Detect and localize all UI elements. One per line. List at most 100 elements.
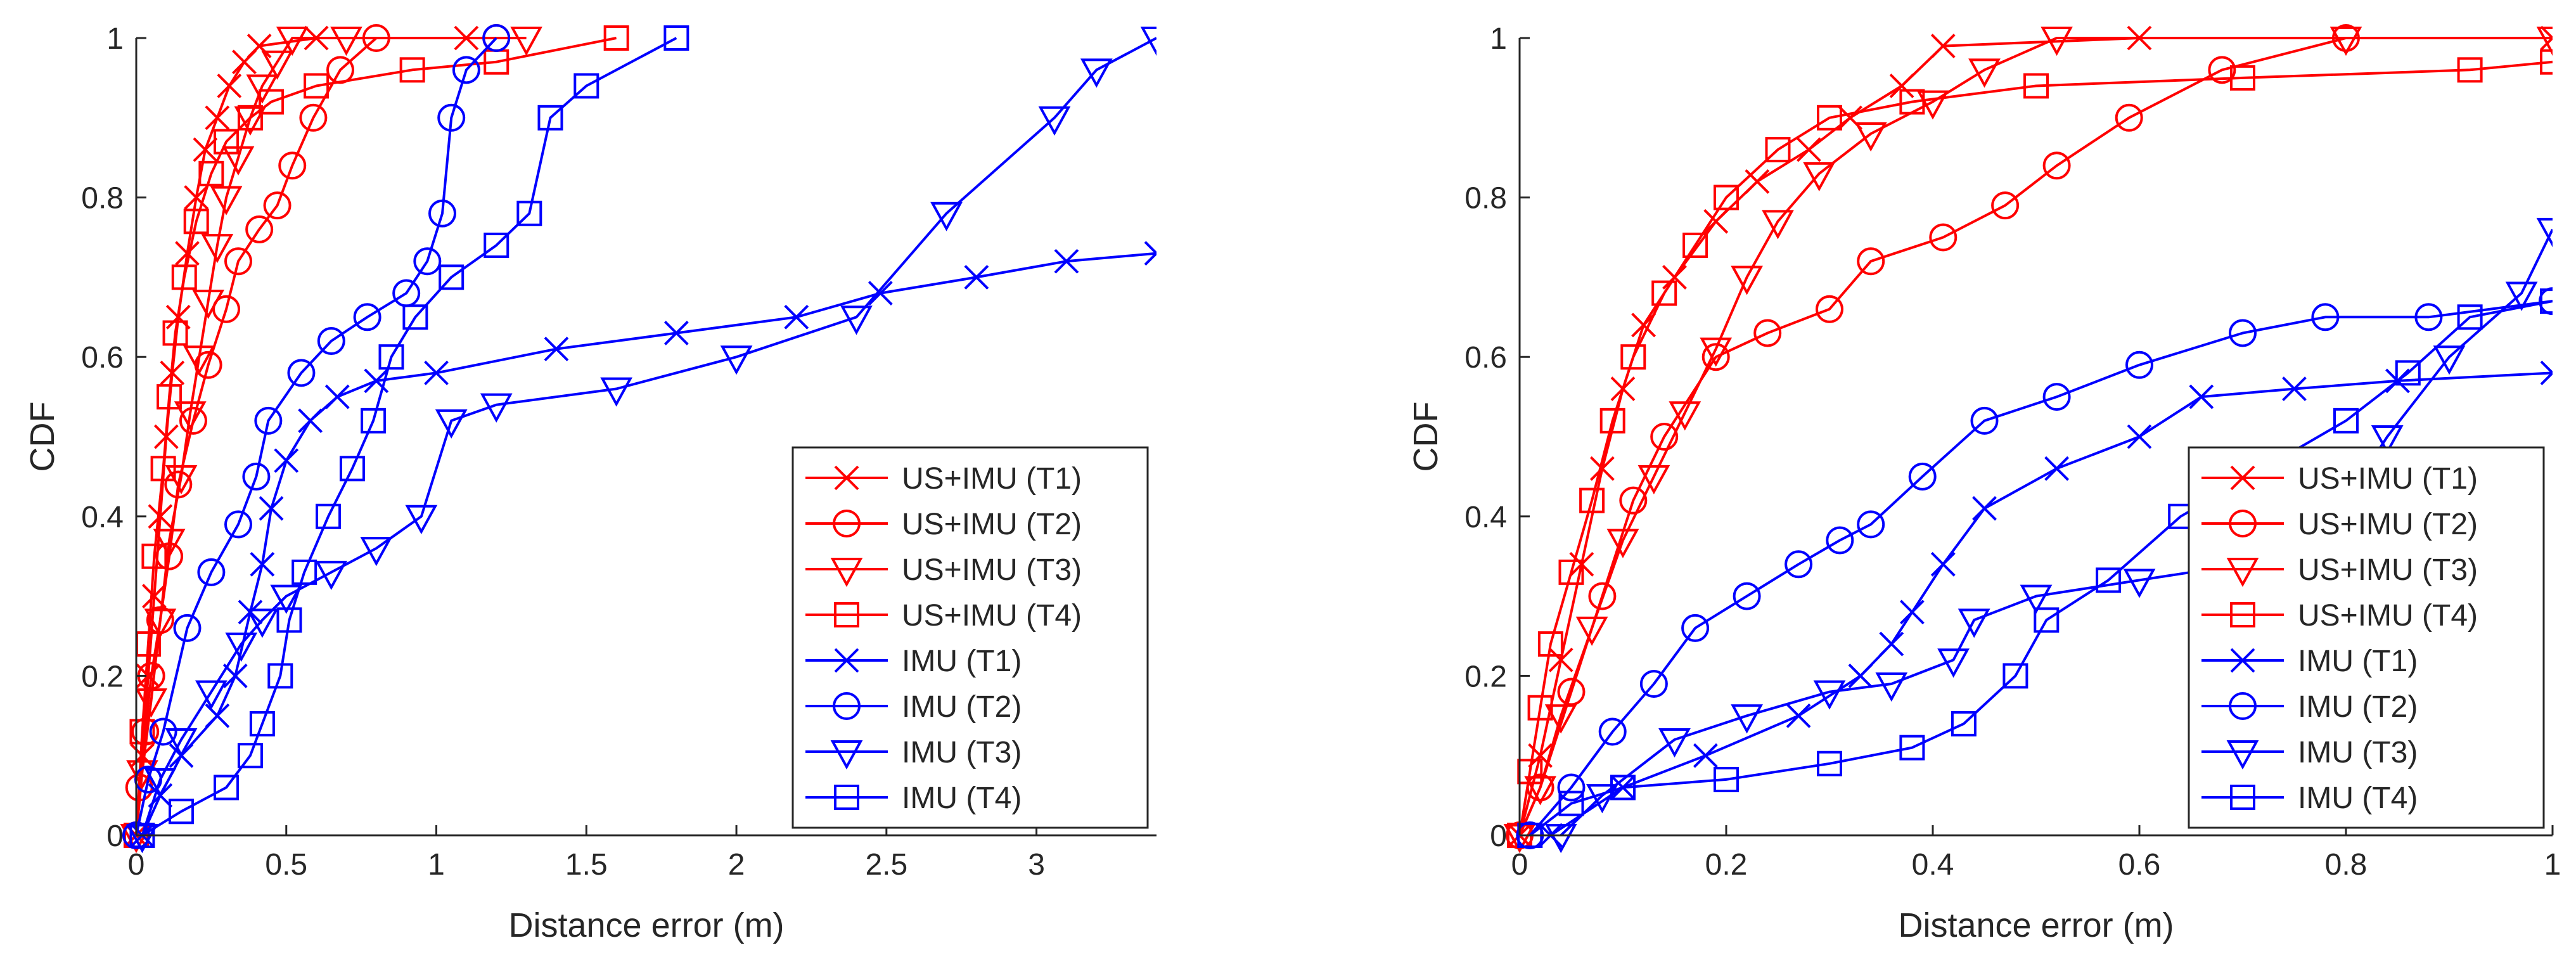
- data-point: [784, 304, 809, 330]
- legend-item: US+IMU (T3): [805, 553, 1082, 588]
- data-point: [484, 233, 509, 259]
- data-point: [1753, 319, 1782, 347]
- data-point: [276, 27, 309, 56]
- series-line-5: [141, 252, 1157, 836]
- x-tick-label: 0.4: [1912, 848, 1954, 882]
- data-point: [195, 680, 227, 710]
- y-tick-label: 0.2: [81, 660, 124, 693]
- x-tick-label: 0.5: [265, 848, 307, 882]
- data-point: [184, 185, 209, 210]
- data-point: [1589, 456, 1615, 481]
- legend-item: IMU (T4): [2201, 781, 2418, 815]
- legend-item: US+IMU (T4): [2201, 599, 2478, 633]
- data-point: [1899, 735, 1925, 761]
- data-point: [278, 151, 307, 180]
- data-point: [868, 281, 893, 305]
- data-point: [1916, 90, 1949, 120]
- data-point: [1991, 191, 2020, 220]
- legend-marker: [834, 785, 859, 810]
- legend-marker: [834, 602, 859, 627]
- data-point: [1930, 551, 1956, 577]
- data-point: [1731, 266, 1763, 295]
- data-point: [315, 560, 348, 591]
- legend-label: IMU (T2): [2298, 690, 2418, 724]
- data-point: [1575, 616, 1608, 646]
- series-line-4: [135, 37, 617, 836]
- data-point: [2041, 27, 2073, 56]
- data-point: [1681, 614, 1710, 642]
- data-point: [2034, 607, 2060, 633]
- data-point: [399, 57, 425, 83]
- legend-label: US+IMU (T1): [2298, 462, 2478, 496]
- y-axis-label: CDF: [23, 402, 61, 472]
- x-tick-label: 2: [728, 848, 745, 882]
- legend-label: IMU (T1): [2298, 645, 2418, 678]
- data-point: [378, 344, 404, 370]
- data-point: [1598, 717, 1627, 746]
- legend-label: US+IMU (T3): [902, 553, 1082, 587]
- data-point: [1650, 423, 1679, 451]
- data-point: [1599, 408, 1625, 434]
- legend: US+IMU (T1) US+IMU (T2) US+IMU (T3) US+IMU …: [791, 446, 1149, 829]
- data-point: [2433, 345, 2466, 375]
- data-point: [964, 264, 989, 290]
- legend-item: IMU (T2): [805, 690, 1022, 724]
- legend-marker: [2226, 558, 2259, 588]
- data-point: [428, 199, 456, 228]
- data-point: [317, 327, 345, 356]
- data-point: [299, 103, 328, 132]
- data-point: [2371, 425, 2404, 455]
- data-point: [2457, 304, 2483, 330]
- data-point: [157, 384, 183, 410]
- legend-marker: [834, 648, 859, 673]
- data-point: [574, 73, 599, 99]
- legend-marker: [834, 465, 859, 491]
- data-point: [452, 56, 480, 84]
- data-point: [1144, 241, 1157, 266]
- data-point: [1796, 137, 1821, 162]
- data-point: [175, 241, 200, 266]
- data-point: [1803, 162, 1836, 192]
- data-point: [205, 703, 230, 728]
- x-tick-label: 0: [128, 848, 145, 882]
- data-point: [1765, 137, 1791, 163]
- data-point: [298, 408, 323, 434]
- data-point: [254, 406, 283, 435]
- data-point: [600, 377, 633, 407]
- y-tick-label: 0.4: [1464, 501, 1507, 534]
- data-point: [1875, 672, 1908, 702]
- data-point: [2229, 319, 2257, 347]
- data-point: [1968, 58, 2001, 88]
- data-point: [1879, 631, 1904, 657]
- data-point: [424, 360, 449, 385]
- data-point: [171, 264, 197, 290]
- data-point: [261, 50, 293, 80]
- legend-item: US+IMU (T2): [2201, 508, 2478, 541]
- data-point: [246, 608, 279, 638]
- legend-label: US+IMU (T3): [2298, 553, 2478, 587]
- legend: US+IMU (T1) US+IMU (T2) US+IMU (T3) US+IMU …: [2188, 446, 2545, 829]
- legend-label: US+IMU (T2): [2298, 508, 2478, 541]
- data-point: [360, 537, 393, 567]
- data-point: [225, 633, 258, 662]
- legend-label: US+IMU (T4): [902, 599, 1082, 633]
- data-point: [324, 384, 350, 409]
- data-point: [162, 320, 188, 346]
- y-tick-label: 0.8: [81, 182, 124, 215]
- data-point: [259, 89, 285, 115]
- x-axis-label: Distance error (m): [508, 906, 784, 944]
- x-tick-label: 0.2: [1705, 848, 1748, 882]
- data-point: [1700, 337, 1733, 367]
- data-point: [1693, 743, 1718, 768]
- data-point: [1619, 486, 1648, 515]
- legend-marker: [2230, 602, 2255, 627]
- data-point: [197, 558, 226, 586]
- x-tick-label: 0.6: [2118, 848, 2161, 882]
- legend-item: US+IMU (T4): [805, 599, 1082, 633]
- data-point: [663, 25, 689, 51]
- legend-label: IMU (T3): [902, 736, 1022, 769]
- data-point: [1682, 233, 1708, 259]
- data-point: [2230, 65, 2255, 91]
- data-point: [1637, 465, 1670, 495]
